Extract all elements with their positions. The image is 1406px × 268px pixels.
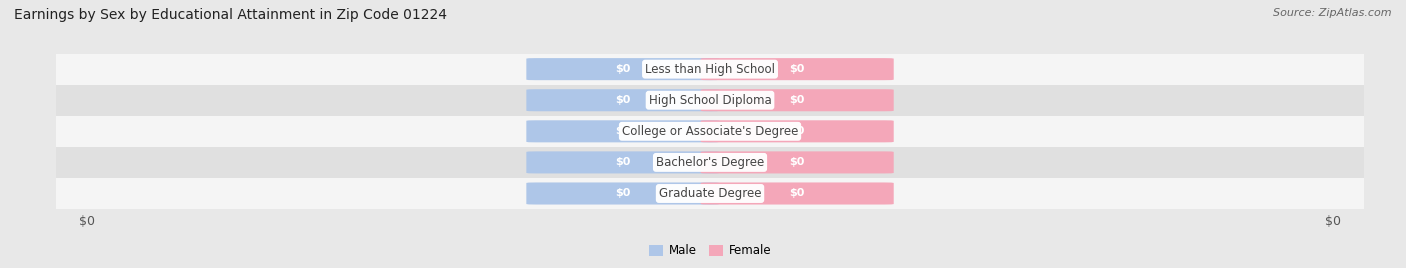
FancyBboxPatch shape [526,120,720,142]
Text: $0: $0 [616,95,630,105]
Text: Graduate Degree: Graduate Degree [659,187,761,200]
FancyBboxPatch shape [526,89,720,111]
Text: $0: $0 [790,95,804,105]
Text: Less than High School: Less than High School [645,63,775,76]
FancyBboxPatch shape [700,151,894,173]
Text: $0: $0 [790,64,804,74]
Bar [56,178,1364,209]
FancyBboxPatch shape [700,58,894,80]
Bar [56,147,1364,178]
Bar [56,85,1364,116]
Text: $0: $0 [616,126,630,136]
Bar [56,54,1364,85]
Bar [56,116,1364,147]
Text: $0: $0 [616,157,630,168]
Text: $0: $0 [790,188,804,199]
FancyBboxPatch shape [526,58,720,80]
FancyBboxPatch shape [700,183,894,204]
Text: Bachelor's Degree: Bachelor's Degree [657,156,763,169]
FancyBboxPatch shape [526,151,720,173]
Text: College or Associate's Degree: College or Associate's Degree [621,125,799,138]
Text: Source: ZipAtlas.com: Source: ZipAtlas.com [1274,8,1392,18]
Text: $0: $0 [616,64,630,74]
FancyBboxPatch shape [700,89,894,111]
Text: $0: $0 [790,157,804,168]
FancyBboxPatch shape [526,183,720,204]
Text: $0: $0 [616,188,630,199]
Text: High School Diploma: High School Diploma [648,94,772,107]
Legend: Male, Female: Male, Female [644,240,776,262]
Text: Earnings by Sex by Educational Attainment in Zip Code 01224: Earnings by Sex by Educational Attainmen… [14,8,447,22]
FancyBboxPatch shape [700,120,894,142]
Text: $0: $0 [790,126,804,136]
